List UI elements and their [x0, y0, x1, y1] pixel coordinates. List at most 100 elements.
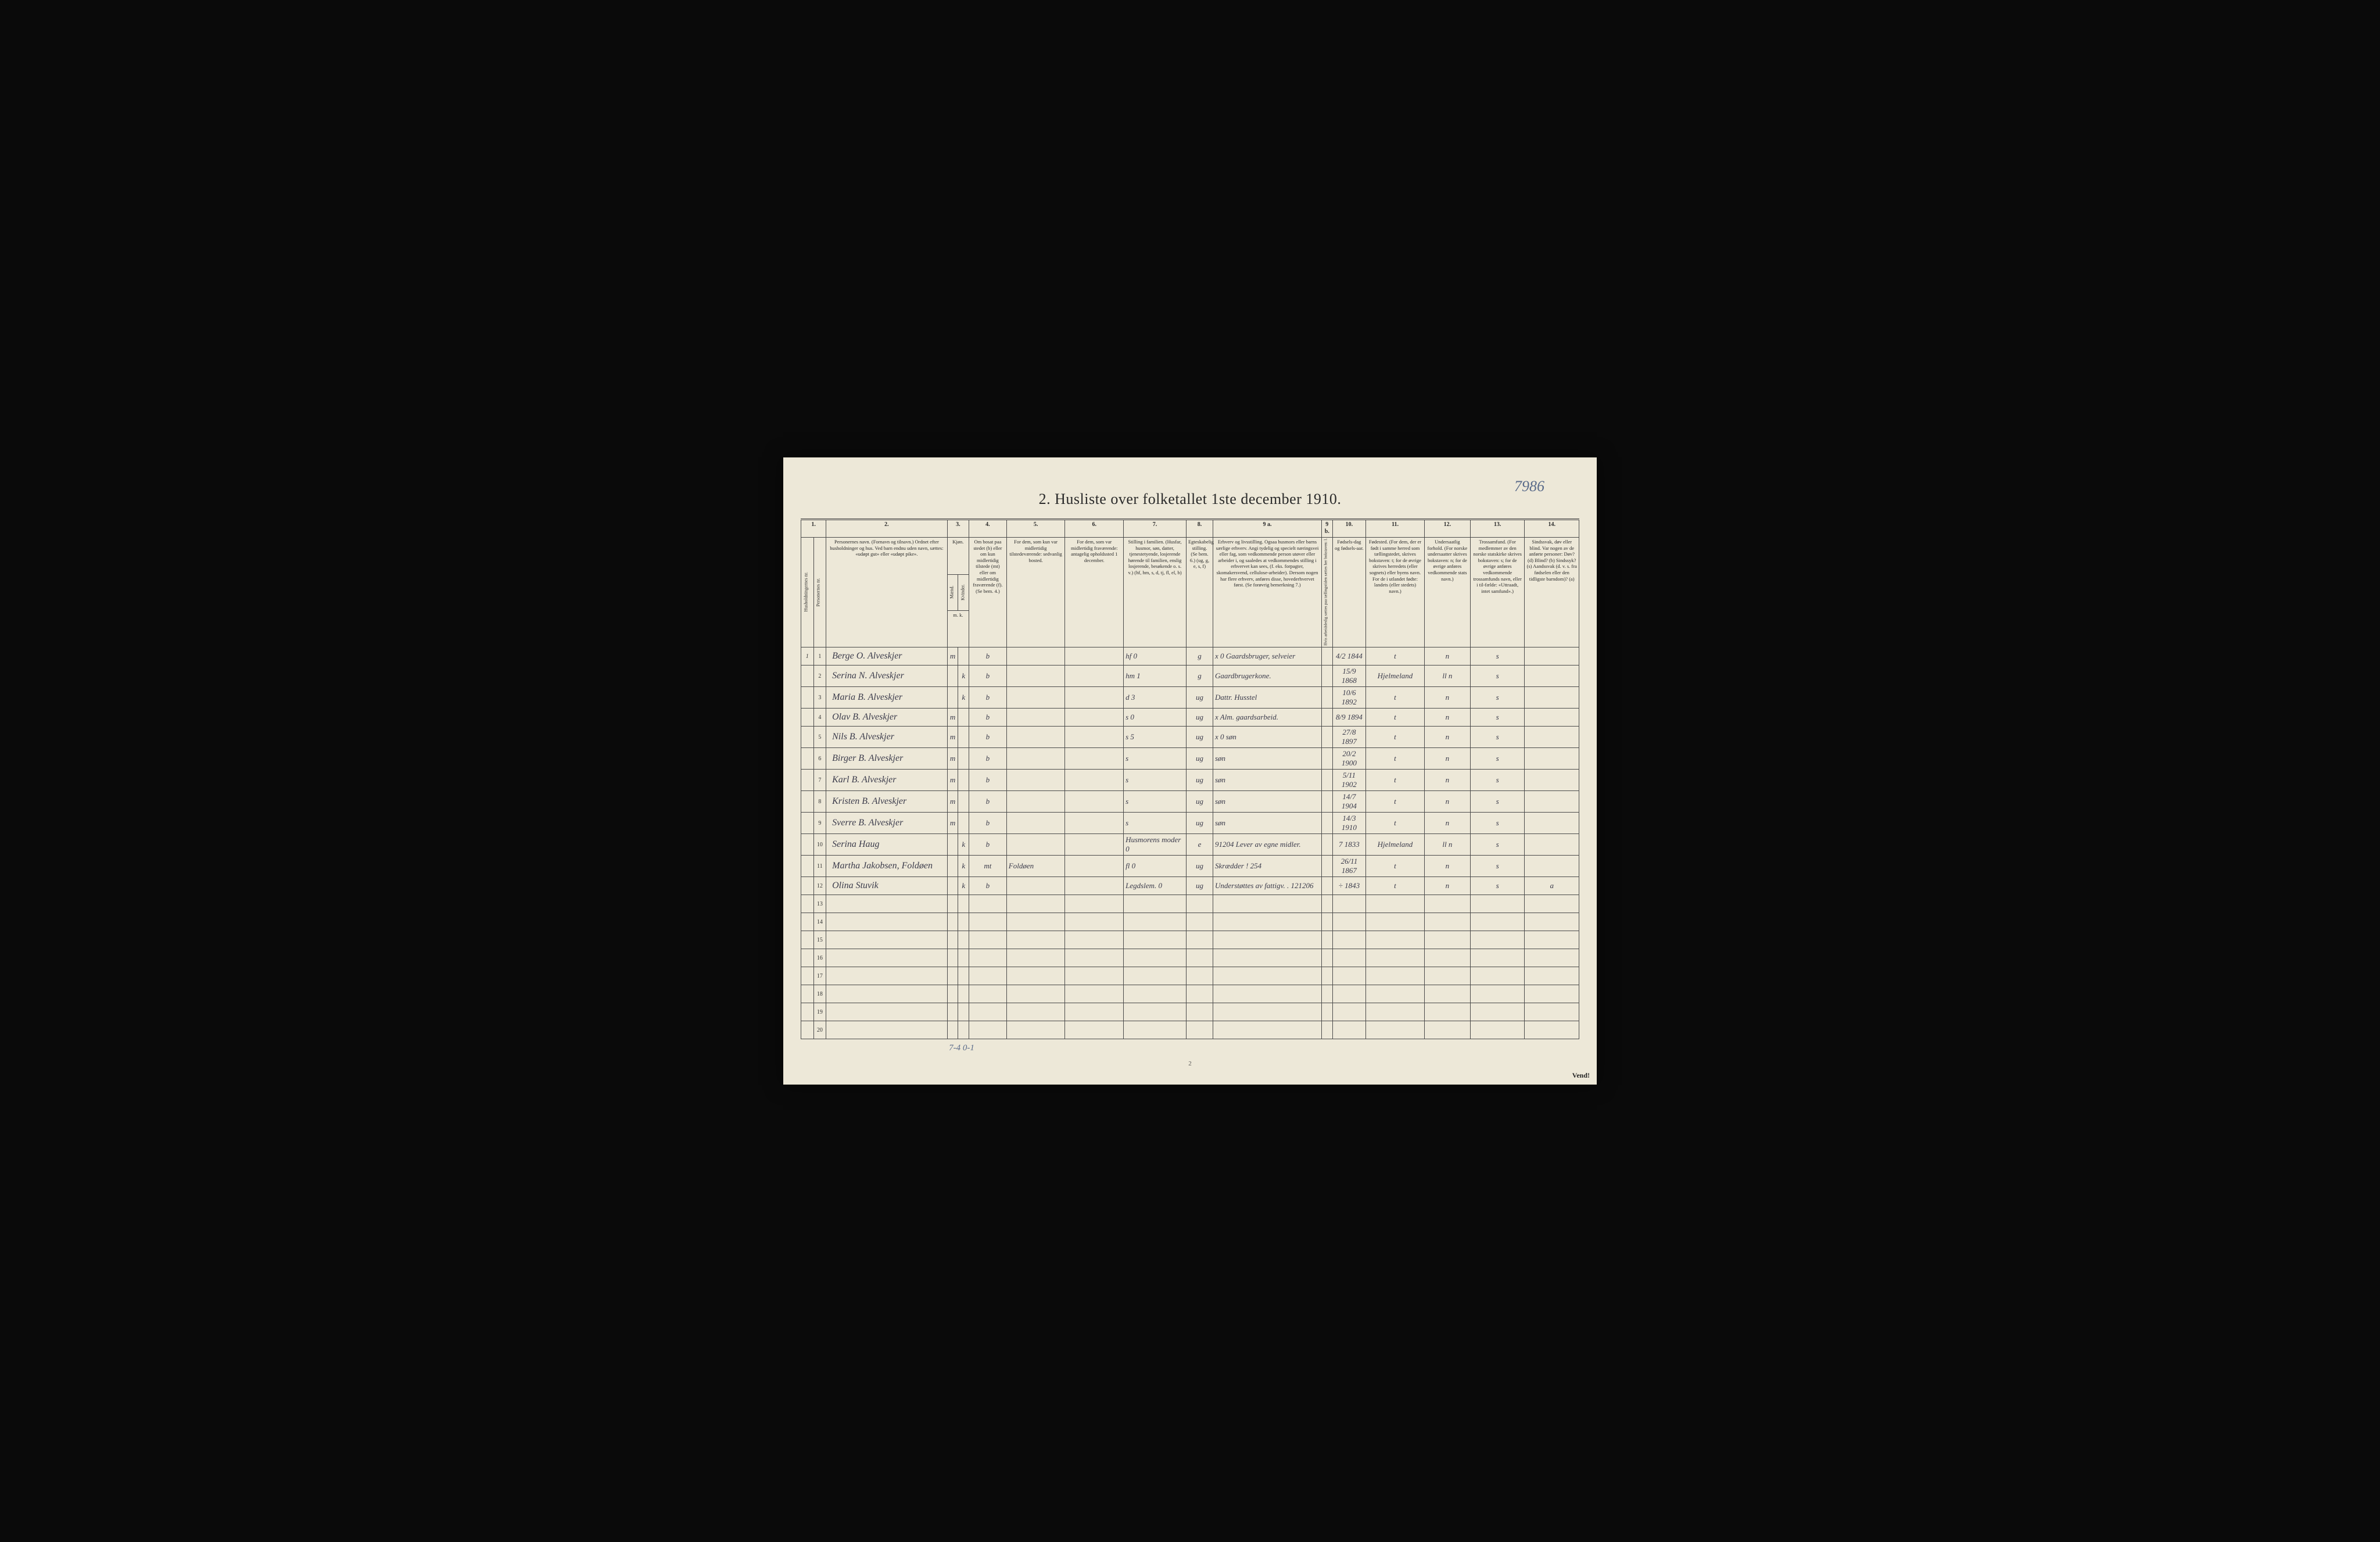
residence-status: b: [969, 770, 1007, 791]
usual-residence: [1006, 770, 1065, 791]
empty-cell: [947, 1021, 958, 1039]
person-num: 10: [813, 834, 826, 856]
nationality: n: [1424, 727, 1470, 748]
empty-cell: [826, 985, 948, 1003]
empty-cell: [958, 1003, 969, 1021]
sex-m: m: [947, 813, 958, 834]
census-table: 1. 2. 3. 4. 5. 6. 7. 8. 9 a. 9 b. 10. 11…: [801, 518, 1579, 1057]
empty-cell: [1470, 967, 1524, 985]
religion: s: [1470, 791, 1524, 813]
residence-status: b: [969, 834, 1007, 856]
empty-cell: [1321, 967, 1332, 985]
person-name: Olina Stuvik: [826, 877, 948, 895]
unemployed: [1321, 727, 1332, 748]
birth-date: 5/11 1902: [1332, 770, 1366, 791]
table-row: 8Kristen B. Alveskjermbsugsøn14/7 1904tn…: [801, 791, 1579, 813]
nationality: n: [1424, 813, 1470, 834]
sex-k: k: [958, 877, 969, 895]
person-num: 15: [813, 931, 826, 949]
sex-k: k: [958, 856, 969, 877]
birthplace: t: [1366, 727, 1425, 748]
occupation: Understøttes av fattigv. . 121206: [1213, 877, 1321, 895]
whereabouts: [1065, 834, 1124, 856]
birth-date: 10/6 1892: [1332, 687, 1366, 709]
occupation: søn: [1213, 748, 1321, 770]
empty-cell: [826, 1021, 948, 1039]
empty-cell: [1186, 895, 1213, 913]
empty-cell: [1186, 1003, 1213, 1021]
h6: For dem, som var midlertidig fraværende:…: [1065, 537, 1124, 647]
h1: Husholdningernes nr.: [801, 537, 814, 647]
table-row: 10Serina HaugkbHusmorens moder 0e91204 L…: [801, 834, 1579, 856]
empty-cell: [1124, 967, 1187, 985]
household-num: [801, 931, 814, 949]
marital-status: ug: [1186, 856, 1213, 877]
colnum-9b: 9 b.: [1321, 519, 1332, 537]
h5: For dem, som kun var midlertidig tilsted…: [1006, 537, 1065, 647]
table-row-empty: 15: [801, 931, 1579, 949]
nationality: n: [1424, 856, 1470, 877]
empty-cell: [826, 931, 948, 949]
h3: Kjøn.: [947, 537, 969, 574]
sex-m: m: [947, 791, 958, 813]
colnum-11: 11.: [1366, 519, 1425, 537]
h3m: Mænd.: [947, 574, 958, 610]
h3k: Kvinder.: [958, 574, 969, 610]
empty-cell: [1186, 985, 1213, 1003]
usual-residence: [1006, 709, 1065, 727]
person-num: 13: [813, 895, 826, 913]
empty-cell: [1186, 967, 1213, 985]
birthplace: t: [1366, 709, 1425, 727]
person-num: 8: [813, 791, 826, 813]
person-num: 17: [813, 967, 826, 985]
empty-cell: [1366, 985, 1425, 1003]
table-row: 6Birger B. Alveskjermbsugsøn20/2 1900tns: [801, 748, 1579, 770]
empty-cell: [1006, 1021, 1065, 1039]
marital-status: ug: [1186, 877, 1213, 895]
h2: Personernes navn. (Fornavn og tilnavn.) …: [826, 537, 948, 647]
empty-cell: [1366, 1021, 1425, 1039]
colnum-10: 10.: [1332, 519, 1366, 537]
person-num: 3: [813, 687, 826, 709]
empty-cell: [1065, 895, 1124, 913]
empty-cell: [1213, 1021, 1321, 1039]
religion: s: [1470, 834, 1524, 856]
household-num: 1: [801, 647, 814, 666]
empty-cell: [969, 985, 1007, 1003]
nationality: n: [1424, 748, 1470, 770]
nationality: ll n: [1424, 666, 1470, 687]
usual-residence: [1006, 687, 1065, 709]
empty-cell: [1065, 985, 1124, 1003]
religion: s: [1470, 748, 1524, 770]
h8: Egteskabelig stilling. (Se bem. 6.) (ug,…: [1186, 537, 1213, 647]
empty-cell: [826, 895, 948, 913]
whereabouts: [1065, 856, 1124, 877]
occupation: søn: [1213, 791, 1321, 813]
household-num: [801, 727, 814, 748]
usual-residence: [1006, 748, 1065, 770]
empty-cell: [1213, 985, 1321, 1003]
marital-status: ug: [1186, 709, 1213, 727]
residence-status: b: [969, 813, 1007, 834]
colnum-12: 12.: [1424, 519, 1470, 537]
birth-date: 15/9 1868: [1332, 666, 1366, 687]
nationality: ll n: [1424, 834, 1470, 856]
household-num: [801, 791, 814, 813]
empty-cell: [947, 1003, 958, 1021]
table-row: 2Serina N. Alveskjerkbhm 1gGaardbrugerko…: [801, 666, 1579, 687]
empty-cell: [1332, 895, 1366, 913]
household-num: [801, 949, 814, 967]
person-name: Maria B. Alveskjer: [826, 687, 948, 709]
nationality: n: [1424, 791, 1470, 813]
family-position: s: [1124, 748, 1187, 770]
h3mk: m. k.: [947, 610, 969, 647]
person-name: Karl B. Alveskjer: [826, 770, 948, 791]
empty-cell: [826, 913, 948, 931]
nationality: n: [1424, 770, 1470, 791]
household-num: [801, 1021, 814, 1039]
empty-cell: [1124, 931, 1187, 949]
column-number-row: 1. 2. 3. 4. 5. 6. 7. 8. 9 a. 9 b. 10. 11…: [801, 519, 1579, 537]
religion: s: [1470, 666, 1524, 687]
page-title: 2. Husliste over folketallet 1ste decemb…: [801, 491, 1579, 508]
whereabouts: [1065, 727, 1124, 748]
